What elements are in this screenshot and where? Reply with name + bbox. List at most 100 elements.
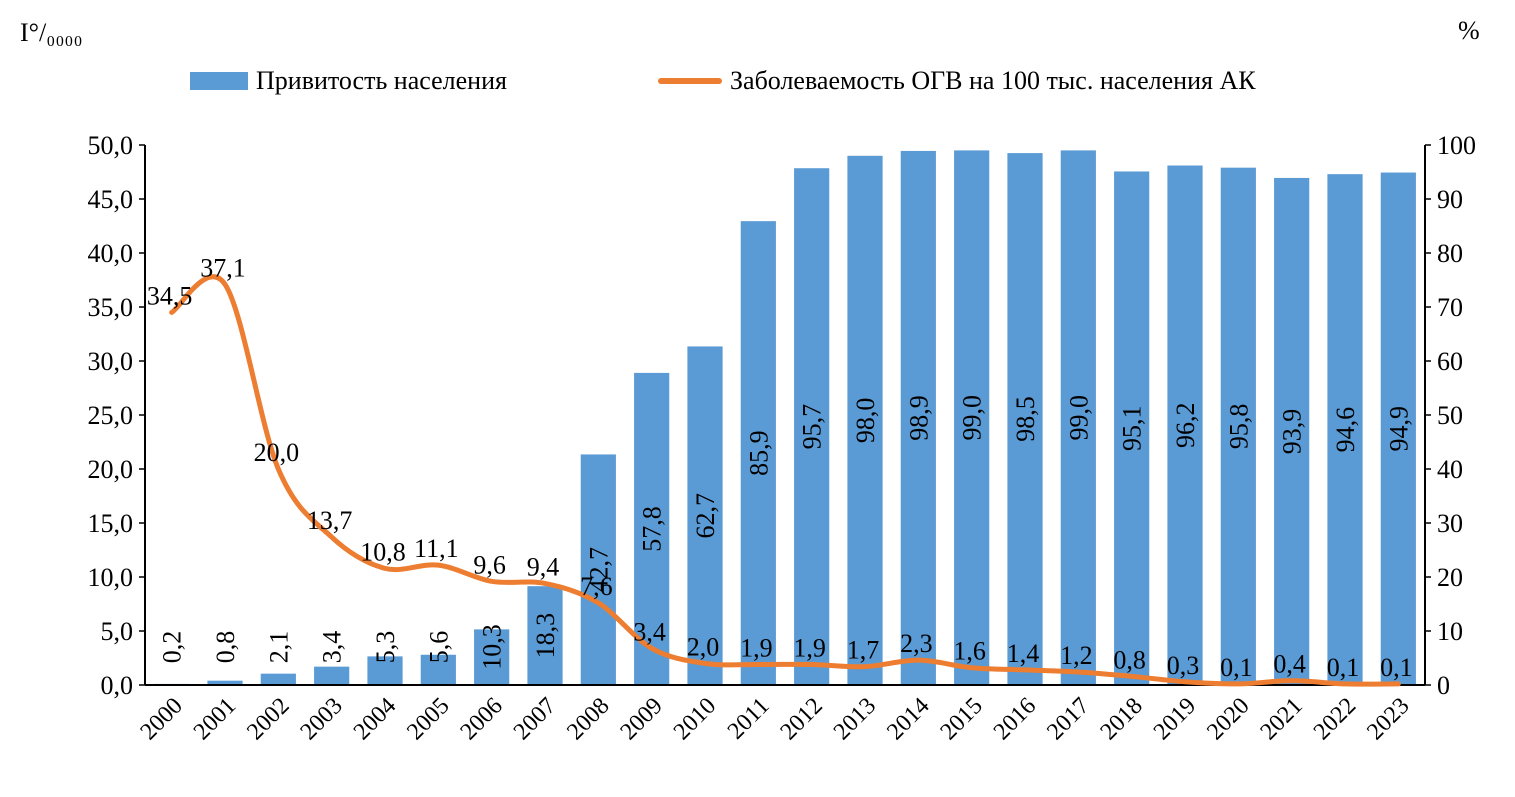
right-tick-label: 0 [1437, 671, 1450, 700]
bar-value-label: 2,1 [264, 631, 293, 664]
line-value-label: 1,9 [793, 633, 826, 662]
bar-2014 [900, 150, 936, 685]
x-tick-label: 2004 [349, 693, 401, 745]
line-value-label: 0,3 [1167, 651, 1200, 680]
bar-value-label: 10,3 [478, 624, 507, 670]
bar-2016 [1007, 153, 1043, 686]
bar-value-label: 93,9 [1278, 409, 1307, 455]
line-value-label: 1,7 [847, 636, 880, 665]
bar-value-label: 94,9 [1384, 406, 1413, 452]
bar-2017 [1060, 150, 1096, 685]
bar-value-label: 42,7 [584, 547, 613, 593]
right-axis-unit-label: % [1458, 16, 1480, 45]
line-value-label: 20,0 [254, 438, 300, 467]
bar-2011 [740, 221, 776, 685]
legend-bar-swatch [190, 72, 248, 90]
bar-value-label: 98,9 [904, 395, 933, 441]
bar-2005 [420, 654, 456, 685]
line-value-label: 10,8 [360, 537, 406, 566]
bar-2013 [847, 155, 883, 686]
left-tick-label: 35,0 [88, 293, 134, 322]
bar-value-label: 95,7 [798, 404, 827, 450]
bar-value-label: 5,3 [371, 631, 400, 664]
bar-value-label: 85,9 [744, 430, 773, 476]
incidence-line [169, 274, 1401, 687]
bar-2019 [1167, 165, 1203, 685]
left-tick-label: 0,0 [101, 671, 134, 700]
bar-value-label: 98,0 [851, 398, 880, 444]
line-value-label: 1,4 [1007, 639, 1040, 668]
line-value-label: 37,1 [200, 253, 246, 282]
bar-value-label: 57,8 [638, 506, 667, 552]
bar-value-label: 5,6 [424, 631, 453, 664]
line-value-label: 0,1 [1327, 653, 1360, 682]
x-tick-label: 2015 [936, 693, 988, 745]
x-tick-label: 2001 [189, 693, 241, 745]
left-tick-label: 20,0 [88, 455, 134, 484]
right-tick-label: 10 [1437, 617, 1463, 646]
bar-2021 [1274, 177, 1310, 685]
bar-value-label: 98,5 [1011, 396, 1040, 442]
bar-value-label: 62,7 [691, 493, 720, 539]
x-tick-label: 2023 [1362, 693, 1414, 745]
legend-item-line: Заболеваемость ОГВ на 100 тыс. населения… [658, 66, 1256, 96]
right-tick-label: 70 [1437, 293, 1463, 322]
bar-2015 [954, 150, 990, 685]
x-tick-label: 2002 [242, 693, 294, 745]
x-tick-label: 2009 [616, 693, 668, 745]
bar-value-label: 95,1 [1118, 405, 1147, 451]
left-tick-label: 25,0 [88, 401, 134, 430]
right-tick-label: 50 [1437, 401, 1463, 430]
left-tick-label: 45,0 [88, 185, 134, 214]
line-value-label: 1,6 [953, 637, 986, 666]
x-tick-label: 2017 [1042, 693, 1094, 745]
bar-2009 [634, 372, 670, 685]
legend-bar-label: Привитость населения [256, 66, 507, 95]
left-tick-label: 5,0 [101, 617, 134, 646]
left-tick-label: 15,0 [88, 509, 134, 538]
legend-line-label: Заболеваемость ОГВ на 100 тыс. населения… [730, 66, 1256, 95]
bar-value-label: 18,3 [531, 613, 560, 659]
line-value-label: 2,3 [900, 629, 933, 658]
bar-2018 [1114, 171, 1150, 685]
bar-2007 [527, 586, 563, 685]
bar-2012 [794, 168, 830, 686]
line-value-label: 34,5 [147, 281, 193, 310]
bar-2002 [260, 673, 296, 685]
bar-2003 [314, 666, 350, 685]
legend-item-bar: Привитость населения [190, 66, 507, 96]
line-value-label: 0,1 [1220, 653, 1253, 682]
right-tick-label: 20 [1437, 563, 1463, 592]
left-tick-label: 40,0 [88, 239, 134, 268]
line-value-label: 0,8 [1113, 645, 1146, 674]
line-value-label: 7,6 [580, 572, 613, 601]
x-tick-label: 2011 [723, 693, 775, 745]
left-axis-unit-label: I°/₀₀₀₀ [20, 18, 83, 47]
right-tick-label: 30 [1437, 509, 1463, 538]
bar-2006 [474, 629, 510, 685]
bar-2004 [367, 656, 403, 685]
x-tick-label: 2018 [1096, 693, 1148, 745]
bar-value-label: 96,2 [1171, 403, 1200, 449]
right-tick-label: 40 [1437, 455, 1463, 484]
x-tick-label: 2019 [1149, 693, 1201, 745]
x-tick-label: 2005 [402, 693, 454, 745]
legend-line-swatch [658, 78, 722, 84]
x-tick-label: 2010 [669, 693, 721, 745]
line-value-label: 0,1 [1380, 653, 1413, 682]
x-tick-label: 2007 [509, 693, 561, 745]
left-tick-label: 50,0 [88, 131, 134, 160]
bar-value-label: 99,0 [1064, 395, 1093, 441]
x-tick-label: 2021 [1256, 693, 1308, 745]
right-tick-label: 90 [1437, 185, 1463, 214]
x-tick-label: 2012 [776, 693, 828, 745]
line-value-label: 0,4 [1273, 650, 1306, 679]
bar-value-label: 95,8 [1224, 404, 1253, 450]
x-tick-label: 2006 [456, 693, 508, 745]
x-tick-label: 2020 [1202, 693, 1254, 745]
bar-2023 [1380, 172, 1416, 686]
bar-2001 [207, 680, 243, 685]
line-value-label: 1,2 [1060, 641, 1093, 670]
line-value-label: 1,9 [740, 633, 773, 662]
